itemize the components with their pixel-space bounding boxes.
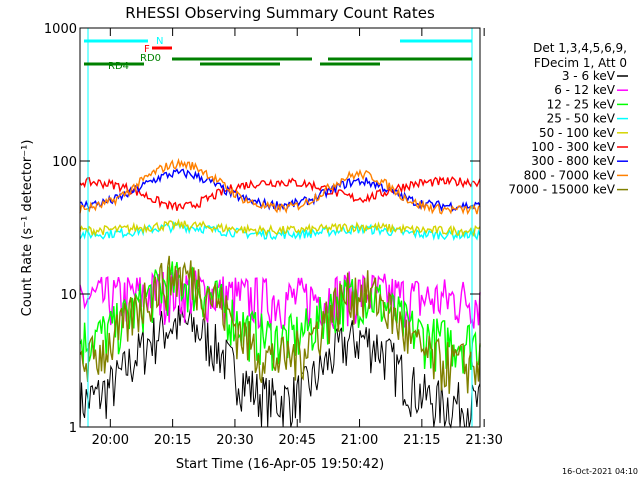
x-tick-label: 20:45 <box>279 433 316 448</box>
flag-label: F <box>144 44 150 55</box>
legend-entry-label: 300 - 800 keV <box>531 154 615 168</box>
series-line-8 <box>79 255 481 394</box>
legend-entry-label: 50 - 100 keV <box>539 126 616 140</box>
legend-entry-label: 3 - 6 keV <box>562 69 616 83</box>
legend-entry-label: 100 - 300 keV <box>531 140 615 154</box>
series-line-0 <box>79 305 481 429</box>
x-tick-label: 20:15 <box>154 433 191 448</box>
x-tick-label: 21:00 <box>341 433 378 448</box>
y-tick-label: 100 <box>52 155 77 170</box>
legend: Det 1,3,4,5,6,9, FDecim 1, Att 0 3 - 6 k… <box>508 41 628 197</box>
x-axis-label: Start Time (16-Apr-05 19:50:42) <box>176 457 384 472</box>
x-axis-ticks: 20:00 20:15 20:30 20:45 21:00 21:15 21:30 <box>92 28 503 448</box>
y-axis-ticks: 1 10 100 1000 <box>44 22 480 436</box>
x-tick-label: 21:15 <box>403 433 440 448</box>
legend-entry-label: 25 - 50 keV <box>547 112 616 126</box>
flag-label: RD0 <box>140 53 161 64</box>
generation-timestamp: 16-Oct-2021 04:10 <box>562 467 638 476</box>
legend-header-line-2: FDecim 1, Att 0 <box>534 56 627 70</box>
legend-entry-label: 800 - 7000 keV <box>524 168 616 182</box>
legend-entry-label: 7000 - 15000 keV <box>508 183 615 197</box>
y-axis-label: Count Rate (s⁻¹ detector⁻¹) <box>20 140 35 317</box>
y-tick-label: 10 <box>60 288 77 303</box>
plot-frame <box>79 27 481 428</box>
x-tick-label: 21:30 <box>465 433 502 448</box>
flag-label: RD4 <box>108 61 129 72</box>
x-tick-label: 20:30 <box>216 433 253 448</box>
legend-entry-label: 6 - 12 keV <box>554 83 616 97</box>
y-tick-label: 1000 <box>44 22 77 37</box>
series-line-4 <box>79 218 481 238</box>
legend-header-line-1: Det 1,3,4,5,6,9, <box>533 41 627 55</box>
series-line-5 <box>79 175 481 211</box>
legend-entry-label: 12 - 25 keV <box>547 97 616 111</box>
y-tick-label: 1 <box>69 421 77 436</box>
series-line-2 <box>79 261 481 374</box>
series-line-7 <box>79 157 481 216</box>
chart-title: RHESSI Observing Summary Count Rates <box>125 4 435 22</box>
flag-label: N <box>156 36 163 47</box>
x-tick-label: 20:00 <box>92 433 129 448</box>
